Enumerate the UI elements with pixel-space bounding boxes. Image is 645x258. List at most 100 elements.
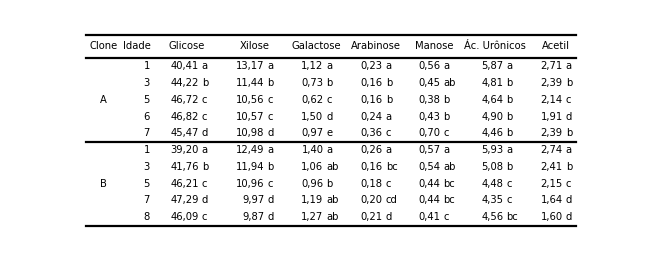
Text: 0,38: 0,38 bbox=[419, 95, 441, 105]
Text: 11,94: 11,94 bbox=[235, 162, 264, 172]
Text: 1,19: 1,19 bbox=[301, 196, 323, 205]
Text: 5: 5 bbox=[144, 179, 150, 189]
Text: 0,44: 0,44 bbox=[419, 179, 441, 189]
Text: c: c bbox=[326, 95, 332, 105]
Text: c: c bbox=[506, 196, 512, 205]
Text: ab: ab bbox=[443, 78, 456, 88]
Text: 4,56: 4,56 bbox=[481, 212, 504, 222]
Text: a: a bbox=[386, 145, 392, 155]
Text: b: b bbox=[566, 78, 572, 88]
Text: 0,16: 0,16 bbox=[361, 78, 382, 88]
Text: d: d bbox=[386, 212, 392, 222]
Text: 5: 5 bbox=[144, 95, 150, 105]
Text: a: a bbox=[506, 145, 513, 155]
Text: 5,08: 5,08 bbox=[481, 162, 504, 172]
Text: Ác. Urônicos: Ác. Urônicos bbox=[464, 41, 526, 51]
Text: 1,64: 1,64 bbox=[541, 196, 562, 205]
Text: 0,16: 0,16 bbox=[361, 162, 382, 172]
Text: b: b bbox=[326, 78, 333, 88]
Text: 7: 7 bbox=[144, 196, 150, 205]
Text: b: b bbox=[506, 78, 513, 88]
Text: a: a bbox=[443, 145, 450, 155]
Text: c: c bbox=[386, 128, 391, 138]
Text: 0,21: 0,21 bbox=[361, 212, 382, 222]
Text: a: a bbox=[267, 145, 273, 155]
Text: d: d bbox=[566, 196, 572, 205]
Text: bc: bc bbox=[443, 196, 455, 205]
Text: Arabinose: Arabinose bbox=[351, 41, 401, 51]
Text: c: c bbox=[566, 95, 571, 105]
Text: b: b bbox=[267, 78, 273, 88]
Text: 39,20: 39,20 bbox=[170, 145, 199, 155]
Text: 11,44: 11,44 bbox=[236, 78, 264, 88]
Text: c: c bbox=[566, 179, 571, 189]
Text: 4,90: 4,90 bbox=[481, 111, 504, 122]
Text: 1,12: 1,12 bbox=[301, 61, 323, 71]
Text: 0,44: 0,44 bbox=[419, 196, 441, 205]
Text: a: a bbox=[202, 61, 208, 71]
Text: Xilose: Xilose bbox=[239, 41, 269, 51]
Text: 6: 6 bbox=[144, 111, 150, 122]
Text: 1,40: 1,40 bbox=[301, 145, 323, 155]
Text: 46,21: 46,21 bbox=[170, 179, 199, 189]
Text: c: c bbox=[202, 179, 207, 189]
Text: 40,41: 40,41 bbox=[170, 61, 199, 71]
Text: d: d bbox=[566, 111, 572, 122]
Text: bc: bc bbox=[443, 179, 455, 189]
Text: 3: 3 bbox=[144, 162, 150, 172]
Text: 46,82: 46,82 bbox=[170, 111, 199, 122]
Text: 2,71: 2,71 bbox=[541, 61, 562, 71]
Text: b: b bbox=[386, 95, 392, 105]
Text: a: a bbox=[566, 61, 572, 71]
Text: 10,57: 10,57 bbox=[235, 111, 264, 122]
Text: 4,48: 4,48 bbox=[482, 179, 504, 189]
Text: bc: bc bbox=[506, 212, 518, 222]
Text: b: b bbox=[566, 162, 572, 172]
Text: Manose: Manose bbox=[415, 41, 453, 51]
Text: 0,56: 0,56 bbox=[419, 61, 441, 71]
Text: c: c bbox=[386, 179, 391, 189]
Text: 10,56: 10,56 bbox=[235, 95, 264, 105]
Text: 0,41: 0,41 bbox=[419, 212, 441, 222]
Text: 7: 7 bbox=[144, 128, 150, 138]
Text: 46,09: 46,09 bbox=[170, 212, 199, 222]
Text: Acetil: Acetil bbox=[542, 41, 570, 51]
Text: 1,91: 1,91 bbox=[541, 111, 562, 122]
Text: 10,96: 10,96 bbox=[235, 179, 264, 189]
Text: a: a bbox=[386, 111, 392, 122]
Text: 5,93: 5,93 bbox=[481, 145, 504, 155]
Text: ab: ab bbox=[443, 162, 456, 172]
Text: 0,16: 0,16 bbox=[361, 95, 382, 105]
Text: 2,15: 2,15 bbox=[541, 179, 562, 189]
Text: ab: ab bbox=[326, 212, 339, 222]
Text: c: c bbox=[267, 95, 273, 105]
Text: b: b bbox=[443, 111, 450, 122]
Text: Idade: Idade bbox=[123, 41, 151, 51]
Text: 1: 1 bbox=[144, 145, 150, 155]
Text: a: a bbox=[326, 145, 333, 155]
Text: A: A bbox=[101, 95, 107, 105]
Text: 13,17: 13,17 bbox=[235, 61, 264, 71]
Text: 44,22: 44,22 bbox=[170, 78, 199, 88]
Text: 0,23: 0,23 bbox=[361, 61, 382, 71]
Text: 0,18: 0,18 bbox=[361, 179, 382, 189]
Text: c: c bbox=[443, 212, 449, 222]
Text: 1,27: 1,27 bbox=[301, 212, 323, 222]
Text: 0,70: 0,70 bbox=[419, 128, 441, 138]
Text: a: a bbox=[267, 61, 273, 71]
Text: 2,39: 2,39 bbox=[541, 78, 562, 88]
Text: d: d bbox=[566, 212, 572, 222]
Text: b: b bbox=[443, 95, 450, 105]
Text: 8: 8 bbox=[144, 212, 150, 222]
Text: 0,54: 0,54 bbox=[419, 162, 441, 172]
Text: 0,62: 0,62 bbox=[301, 95, 323, 105]
Text: a: a bbox=[386, 61, 392, 71]
Text: c: c bbox=[202, 212, 207, 222]
Text: Clone: Clone bbox=[90, 41, 118, 51]
Text: c: c bbox=[202, 111, 207, 122]
Text: d: d bbox=[267, 196, 273, 205]
Text: 45,47: 45,47 bbox=[170, 128, 199, 138]
Text: d: d bbox=[326, 111, 333, 122]
Text: a: a bbox=[326, 61, 333, 71]
Text: 0,97: 0,97 bbox=[301, 128, 323, 138]
